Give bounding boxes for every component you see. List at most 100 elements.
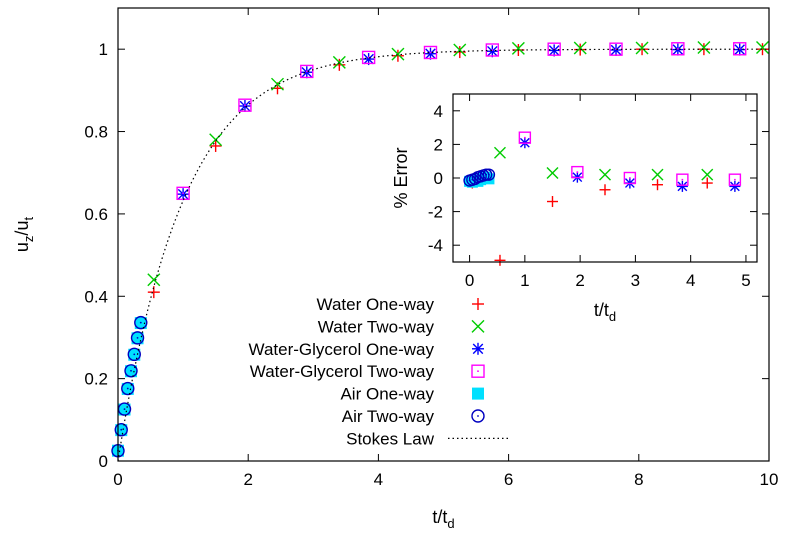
- main-plot-xtick-label: 10: [760, 470, 779, 489]
- data-point: [121, 381, 135, 396]
- data-point: [493, 146, 506, 159]
- data-point: [546, 196, 558, 208]
- data-point: [486, 45, 499, 58]
- data-point: [623, 171, 637, 185]
- inset-plot-frame: [452, 93, 758, 263]
- data-point: [177, 188, 190, 201]
- main-plot-xtick-label: 2: [243, 470, 252, 489]
- legend-swatch: [471, 409, 485, 423]
- main-plot-xlabel: t/td: [432, 507, 454, 531]
- data-point: [333, 58, 346, 71]
- data-point: [300, 64, 314, 79]
- main-plot-series-2: [177, 43, 746, 201]
- data-point: [134, 315, 148, 330]
- inset-plot-ytick-label: 2: [434, 135, 443, 154]
- inset-plot-series-1: [493, 146, 714, 181]
- inset-plot-series-3: [518, 131, 742, 186]
- data-point: [651, 168, 664, 181]
- main-plot-ytick-label: 1: [99, 40, 108, 59]
- inset-plot-xtick-label: 4: [686, 271, 695, 290]
- data-point: [518, 131, 532, 144]
- data-point: [729, 180, 741, 192]
- data-point: [610, 44, 623, 57]
- data-point: [697, 43, 710, 56]
- data-point: [701, 168, 714, 181]
- inset-plot: 0 1 2 3 4 5 -4 -2 0 2 4 t/td % Error: [391, 93, 758, 324]
- main-plot-series-4: [112, 317, 147, 457]
- data-point: [391, 47, 405, 61]
- legend-label: Water Two-way: [318, 317, 435, 336]
- inset-plot-xlabel: t/td: [594, 300, 616, 324]
- inset-plot-xtick-label: 1: [520, 271, 529, 290]
- legend-label: Air Two-way: [342, 407, 435, 426]
- data-point: [697, 41, 711, 55]
- inset-plot-ytick-label: 0: [434, 169, 443, 188]
- inset-plot-ytick-label: -2: [428, 203, 443, 222]
- data-point: [494, 254, 506, 266]
- data-point: [756, 43, 769, 56]
- data-point: [676, 173, 689, 186]
- inset-plot-xtick-label: 5: [741, 271, 750, 290]
- main-plot-frame: [117, 7, 770, 462]
- data-point: [671, 43, 684, 56]
- legend-label: Water-Glycerol One-way: [249, 340, 435, 359]
- main-plot-series-1: [147, 41, 769, 287]
- data-point: [511, 41, 525, 55]
- main-plot-ytick-label: 0.2: [84, 370, 108, 389]
- inset-plot-ylabel: % Error: [391, 147, 411, 208]
- legend-label: Stokes Law: [346, 429, 435, 448]
- inset-plot-background: [453, 94, 757, 262]
- data-point: [599, 184, 611, 196]
- main-plot-ytick-label: 0.4: [84, 287, 108, 306]
- main-plot-xtick-label: 4: [374, 470, 383, 489]
- data-point: [114, 423, 128, 437]
- legend-swatch: [472, 387, 484, 400]
- legend: Water One-way Water Two-way Water-Glycerol…: [249, 295, 510, 448]
- data-point: [636, 43, 649, 56]
- main-plot-ylabel: uz/ut: [12, 217, 36, 253]
- data-point: [424, 47, 437, 60]
- data-point: [238, 100, 251, 113]
- data-point: [701, 177, 713, 189]
- main-plot-xtick-label: 8: [634, 470, 643, 489]
- data-point: [271, 77, 284, 91]
- data-point: [546, 166, 559, 179]
- data-point: [130, 331, 145, 345]
- data-point: [755, 41, 769, 55]
- main-plot-ytick-label: 0: [99, 452, 108, 471]
- data-point: [485, 43, 500, 57]
- inset-plot-xtick-label: 3: [631, 271, 640, 290]
- main-plot-xtick-label: 0: [113, 470, 122, 489]
- data-point: [391, 49, 404, 62]
- data-point: [571, 165, 584, 179]
- data-point: [482, 168, 496, 181]
- inset-plot-xtick-label: 2: [575, 271, 584, 290]
- legend-label: Water One-way: [317, 295, 435, 314]
- legend-label: Air One-way: [340, 385, 434, 404]
- legend-label: Water-Glycerol Two-way: [250, 362, 435, 381]
- data-point: [209, 139, 222, 152]
- data-point: [147, 273, 161, 287]
- data-point: [573, 41, 587, 55]
- data-point: [733, 43, 746, 56]
- data-point: [238, 98, 252, 112]
- inset-plot-ytick-label: 4: [434, 102, 443, 121]
- data-point: [728, 173, 742, 186]
- legend-swatch: [472, 342, 484, 355]
- inset-plot-ytick-label: -4: [428, 236, 443, 255]
- main-plot-ytick-label: 0.6: [84, 205, 108, 224]
- data-point: [599, 168, 611, 181]
- data-point: [676, 180, 688, 192]
- data-point: [453, 43, 467, 57]
- data-point: [127, 347, 141, 362]
- data-point: [548, 44, 561, 57]
- data-point: [635, 41, 649, 55]
- data-point: [124, 364, 138, 378]
- legend-swatch: [471, 364, 485, 378]
- legend-swatch: [472, 298, 484, 310]
- main-plot-ytick-label: 0.8: [84, 123, 108, 142]
- data-point: [300, 66, 313, 79]
